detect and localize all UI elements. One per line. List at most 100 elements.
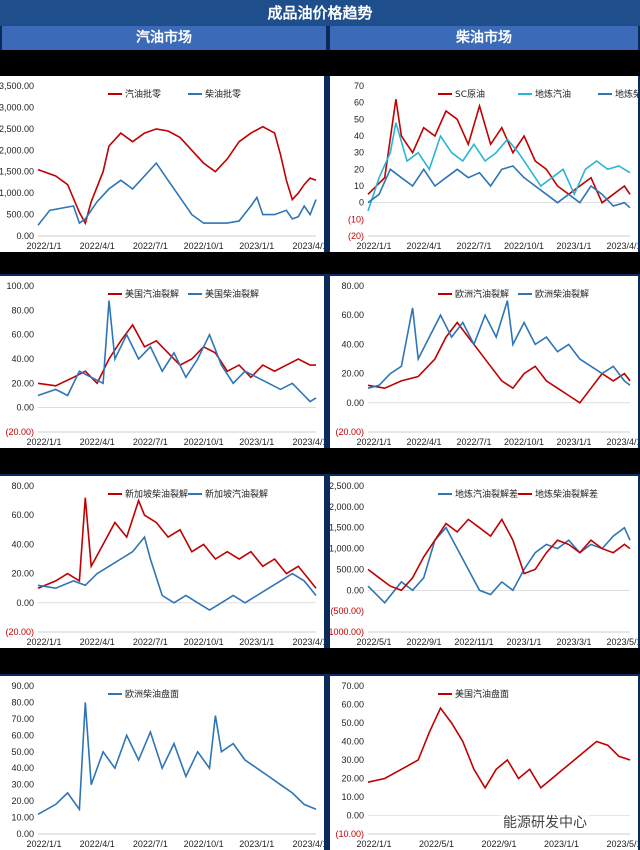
y-tick-label: 30 xyxy=(354,148,364,158)
series-line-2 xyxy=(367,517,631,592)
y-tick-label: 1,500.00 xyxy=(330,523,364,533)
x-tick-label: 2023/1/1 xyxy=(239,241,274,251)
y-tick-label: 3,500.00 xyxy=(0,81,34,91)
y-tick-label: 60.00 xyxy=(341,700,364,710)
x-tick-label: 2023/1/1 xyxy=(556,241,591,251)
x-tick-label: 2023/4/1 xyxy=(606,437,638,447)
x-tick-label: 2023/4/1 xyxy=(292,241,324,251)
y-tick-label: 3,000.00 xyxy=(0,102,34,112)
divider-band xyxy=(0,448,640,474)
y-tick-label: 60 xyxy=(354,98,364,108)
x-tick-label: 2022/4/1 xyxy=(80,437,115,447)
x-tick-label: 2022/5/1 xyxy=(356,637,391,647)
x-tick-label: 2022/1/1 xyxy=(26,637,61,647)
legend-label: 美国柴油裂解 xyxy=(205,288,259,300)
series-line-2 xyxy=(37,300,317,403)
y-tick-label: 30.00 xyxy=(341,755,364,765)
x-tick-label: 2023/4/1 xyxy=(606,241,638,251)
y-tick-label: 500.00 xyxy=(6,210,34,220)
x-tick-label: 2023/1/1 xyxy=(239,637,274,647)
y-tick-label: 20.00 xyxy=(11,378,34,388)
x-tick-label: 2022/10/1 xyxy=(184,437,224,447)
legend-label: 美国汽油裂解 xyxy=(125,288,179,300)
x-tick-label: 2022/1/1 xyxy=(26,437,61,447)
divider-band xyxy=(0,648,640,674)
y-tick-label: 20.00 xyxy=(341,774,364,784)
x-tick-label: 2022/10/1 xyxy=(184,839,224,849)
legend-label: 美国汽油盘面 xyxy=(455,688,509,700)
chart-singapore-cracks: (20.00) 0.00 20.00 40.00 60.00 80.00 2022/1/1 2… xyxy=(0,476,324,648)
y-tick-label: 2,500.00 xyxy=(0,124,34,134)
page-title: 成品油价格趋势 xyxy=(0,0,640,26)
y-tick-label: 40.00 xyxy=(11,354,34,364)
series-line-2 xyxy=(37,161,317,226)
chart-sc-crude-teapot: (20) (10) 0 10 20 30 40 50 60 70 2022/1/1 2022/4/1 2… xyxy=(330,76,638,252)
y-tick-label: 10.00 xyxy=(341,792,364,802)
legend-label: 地炼汽油 xyxy=(535,88,571,100)
legend-label: 地炼柴油 xyxy=(615,88,638,100)
y-tick-label: (10) xyxy=(348,214,364,224)
series-line-1 xyxy=(367,99,631,204)
y-tick-label: 100.00 xyxy=(6,281,34,291)
series-line-1 xyxy=(37,702,317,815)
series-line-2 xyxy=(37,535,317,612)
series-line-2 xyxy=(367,122,631,212)
x-tick-label: 2023/1/1 xyxy=(556,437,591,447)
series-line-1 xyxy=(37,497,317,589)
x-tick-label: 2023/1/1 xyxy=(239,839,274,849)
series-line-2 xyxy=(367,300,631,389)
y-tick-label: 2,500.00 xyxy=(330,481,364,491)
x-tick-label: 2023/1/1 xyxy=(239,437,274,447)
chart-europe-cracks: (20.00) 0.00 20.00 40.00 60.00 80.00 2022/1/1 2… xyxy=(330,276,638,448)
y-tick-label: 60.00 xyxy=(11,330,34,340)
y-tick-label: 60.00 xyxy=(341,310,364,320)
x-tick-label: 2022/1/1 xyxy=(356,241,391,251)
x-tick-label: 2022/7/1 xyxy=(133,241,168,251)
x-tick-label: 2022/4/1 xyxy=(80,839,115,849)
x-tick-label: 2022/9/1 xyxy=(406,637,441,647)
y-tick-label: 20.00 xyxy=(11,796,34,806)
y-tick-label: (20.00) xyxy=(5,627,34,637)
y-tick-label: 10 xyxy=(354,181,364,191)
y-tick-label: 40 xyxy=(354,131,364,141)
chart-europe-diesel-futures: 0.00 10.00 20.00 30.00 40.00 50.00 60.00 70.00 8… xyxy=(0,676,324,850)
x-tick-label: 2022/10/1 xyxy=(184,637,224,647)
y-tick-label: 60.00 xyxy=(11,730,34,740)
x-tick-label: 2023/4/1 xyxy=(292,839,324,849)
y-tick-label: 80.00 xyxy=(11,305,34,315)
legend-label: 柴油批零 xyxy=(205,88,241,100)
y-tick-label: 60.00 xyxy=(11,510,34,520)
series-line-1 xyxy=(367,526,631,604)
watermark: 能源研发中心 xyxy=(500,812,590,832)
x-tick-label: 2022/1/1 xyxy=(26,839,61,849)
y-tick-label: (20.00) xyxy=(5,427,34,437)
y-tick-label: 30.00 xyxy=(11,780,34,790)
y-tick-label: 40.00 xyxy=(11,539,34,549)
section-diesel: 柴油市场 xyxy=(330,26,638,50)
y-tick-label: 70 xyxy=(354,81,364,91)
series-line-1 xyxy=(367,321,631,404)
y-tick-label: 1,000.00 xyxy=(0,188,34,198)
legend-label: 欧洲柴油裂解 xyxy=(535,288,589,300)
y-tick-label: 80.00 xyxy=(11,697,34,707)
x-tick-label: 2022/1/1 xyxy=(26,241,61,251)
y-tick-label: 20.00 xyxy=(11,569,34,579)
series-line-3 xyxy=(367,165,631,209)
y-tick-label: 70.00 xyxy=(11,714,34,724)
x-tick-label: 2022/4/1 xyxy=(406,437,441,447)
x-tick-label: 2022/5/1 xyxy=(419,839,454,849)
x-tick-label: 2022/10/1 xyxy=(184,241,224,251)
x-tick-label: 2023/4/1 xyxy=(292,637,324,647)
y-tick-label: 2,000.00 xyxy=(0,145,34,155)
y-tick-label: 0.00 xyxy=(346,398,364,408)
x-tick-label: 2022/4/1 xyxy=(80,637,115,647)
divider-band xyxy=(0,252,640,274)
x-tick-label: 2023/5/1 xyxy=(606,637,638,647)
y-tick-label: 10.00 xyxy=(11,813,34,823)
y-tick-label: 1,000.00 xyxy=(330,544,364,554)
y-tick-label: 20 xyxy=(354,164,364,174)
x-tick-label: 2022/11/1 xyxy=(454,637,493,647)
y-tick-label: 40.00 xyxy=(341,737,364,747)
chart-teapot-spreads: (1000.00) (500.00) 0.00 500.00 1,000.00 1,500… xyxy=(330,476,638,648)
series-line-1 xyxy=(37,125,317,226)
